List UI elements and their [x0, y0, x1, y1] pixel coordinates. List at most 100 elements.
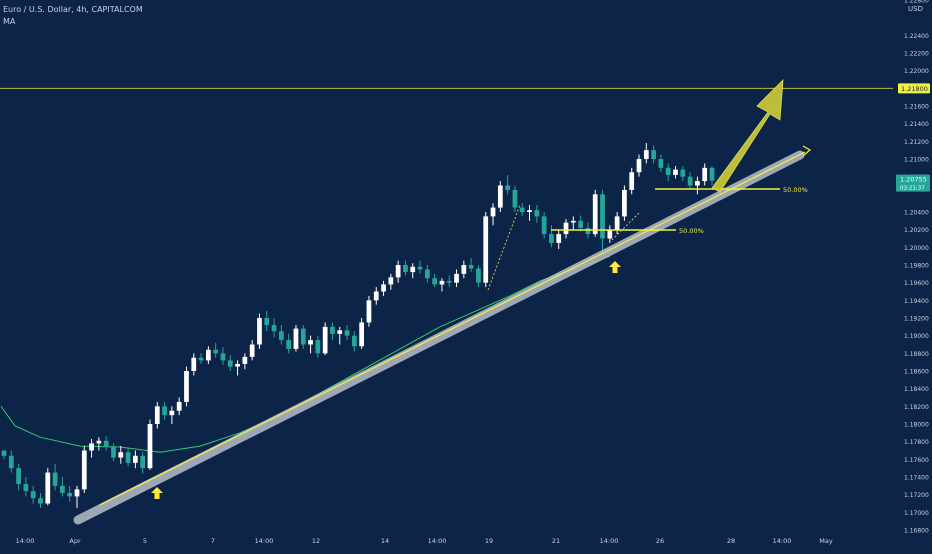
- candle-body: [308, 340, 313, 345]
- candle-body: [476, 268, 481, 283]
- candle-body: [556, 234, 562, 243]
- candle: [351, 331, 357, 352]
- candle-body: [213, 349, 219, 354]
- price-tick-label: 1.21600: [904, 104, 929, 111]
- candle: [651, 145, 656, 164]
- time-tick-label: May: [819, 537, 833, 545]
- candle-body: [147, 424, 153, 469]
- price-tick-label: 1.20000: [904, 245, 929, 252]
- candle: [45, 468, 51, 506]
- candle: [81, 446, 87, 493]
- candle-body: [242, 356, 248, 364]
- candle: [125, 448, 131, 467]
- candle: [1, 450, 7, 460]
- candle-body: [563, 222, 569, 235]
- candle: [96, 437, 102, 451]
- candle-body: [468, 265, 474, 269]
- time-tick-label: 21: [552, 537, 560, 545]
- candle-body: [330, 326, 335, 334]
- candle-body: [176, 401, 182, 411]
- price-tick-label: 1.17600: [904, 457, 929, 464]
- candle-body: [614, 216, 620, 230]
- candle: [359, 318, 365, 349]
- retracement-label-1: 50.00%: [679, 227, 704, 235]
- candle: [337, 326, 343, 345]
- candle: [133, 450, 138, 469]
- candle: [534, 204, 540, 223]
- candle-body: [541, 216, 547, 235]
- candle: [344, 325, 350, 341]
- candle-body: [446, 280, 452, 283]
- ma-indicator-label[interactable]: MA: [3, 17, 16, 26]
- candle: [198, 353, 204, 364]
- time-tick-label: 7: [211, 537, 215, 545]
- candle-body: [687, 176, 693, 186]
- candle-body: [103, 440, 109, 447]
- candle-body: [30, 491, 36, 499]
- time-axis[interactable]: 14:00 Apr 5 7 14:00 12 14 14:00 19 21 14:00 26 28 14:…: [16, 537, 833, 545]
- price-tick-label: 1.21000: [904, 157, 929, 164]
- candle-body: [23, 484, 29, 492]
- price-tick-label: 1.18600: [904, 369, 929, 376]
- time-tick-label: 19: [485, 537, 493, 545]
- candle: [578, 215, 583, 232]
- candle-body: [417, 266, 423, 270]
- price-tick-label: 1.19600: [904, 280, 929, 287]
- candle: [23, 477, 29, 497]
- candle: [395, 260, 401, 283]
- candle-body: [300, 328, 306, 345]
- price-tick-label: 1.18400: [904, 386, 929, 393]
- candle: [235, 360, 240, 376]
- candle: [439, 278, 445, 292]
- candle-body: [534, 210, 540, 217]
- candle: [388, 273, 394, 290]
- candle: [213, 342, 219, 358]
- price-tick-label: 1.22400: [904, 33, 929, 40]
- trend-line: [99, 151, 806, 506]
- candle: [432, 273, 438, 288]
- candle: [497, 181, 503, 212]
- price-tick-label: 1.17800: [904, 439, 929, 446]
- candle-body: [205, 349, 211, 361]
- candle: [67, 485, 73, 502]
- candle: [169, 406, 175, 424]
- candle: [205, 346, 211, 364]
- candle: [103, 436, 109, 451]
- time-tick-label: 12: [312, 537, 320, 545]
- time-tick-label: 28: [727, 537, 735, 545]
- candle: [658, 154, 664, 173]
- candle-body: [220, 353, 226, 361]
- candle-body: [607, 229, 613, 239]
- candle: [184, 366, 189, 407]
- candle-body: [359, 322, 365, 347]
- candle-body: [154, 406, 160, 424]
- candle: [643, 143, 649, 164]
- candle: [483, 212, 489, 288]
- candle: [176, 397, 182, 416]
- candle-body: [8, 455, 14, 469]
- candle-body: [162, 406, 167, 416]
- candle-body: [140, 455, 146, 469]
- level-price-tag: [898, 83, 930, 94]
- candle: [30, 485, 36, 504]
- candle: [271, 318, 277, 338]
- trend-line-arrowhead: [802, 145, 812, 157]
- retracement-label-2: 50.00%: [783, 186, 808, 194]
- candle-body: [344, 330, 350, 336]
- candle-body: [519, 207, 525, 212]
- price-tick-label: 1.17200: [904, 492, 929, 499]
- price-tick-label: 1.19800: [904, 263, 929, 270]
- price-axis-background: [893, 0, 932, 550]
- candle: [549, 225, 554, 248]
- candle-body: [169, 410, 175, 416]
- candle-body: [118, 452, 124, 458]
- time-tick-label: 14:00: [16, 537, 35, 545]
- candle: [673, 166, 678, 179]
- candle-body: [16, 468, 21, 485]
- candle: [476, 265, 481, 288]
- candle-body: [227, 360, 233, 367]
- candle-body: [403, 265, 408, 273]
